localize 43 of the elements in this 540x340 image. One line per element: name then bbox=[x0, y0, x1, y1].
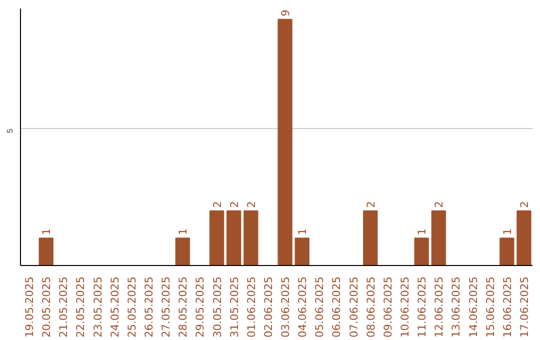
x-tick-label: 01.06.2025 bbox=[244, 276, 258, 338]
x-tick-label: 23.05.2025 bbox=[91, 276, 104, 338]
x-tick-label: 09.06.2025 bbox=[381, 276, 394, 338]
x-tick-label: 22.05.2025 bbox=[74, 276, 88, 338]
data-label: 1 bbox=[296, 228, 310, 236]
x-tick-label: 29.05.2025 bbox=[194, 276, 207, 338]
x-tick-label: 16.06.2025 bbox=[500, 276, 514, 338]
data-label: 2 bbox=[432, 201, 446, 208]
y-tick-label: 5 bbox=[6, 128, 14, 134]
x-tick-label: 02.06.2025 bbox=[262, 276, 275, 338]
data-label: 2 bbox=[364, 201, 378, 208]
x-tick-label: 31.05.2025 bbox=[228, 276, 241, 338]
x-tick-label: 27.05.2025 bbox=[160, 276, 173, 338]
x-tick-label: 11.06.2025 bbox=[416, 276, 429, 338]
x-tick-label: 04.06.2025 bbox=[296, 276, 310, 338]
x-tick-label: 15.06.2025 bbox=[484, 276, 497, 338]
x-tick-label: 13.06.2025 bbox=[450, 276, 463, 338]
x-tick-label: 24.05.2025 bbox=[108, 276, 122, 338]
x-tick-label: 30.05.2025 bbox=[210, 276, 224, 338]
x-tick-label: 03.06.2025 bbox=[279, 276, 292, 338]
x-tick-label: 06.06.2025 bbox=[330, 276, 344, 338]
x-tick-label: 19.05.2025 bbox=[23, 276, 36, 338]
x-tick-label: 20.05.2025 bbox=[40, 276, 54, 338]
data-label: 2 bbox=[244, 201, 258, 208]
data-label: 1 bbox=[176, 228, 190, 236]
data-label: 2 bbox=[210, 201, 224, 208]
data-label: 1 bbox=[40, 228, 54, 236]
x-tick-label: 05.06.2025 bbox=[313, 276, 326, 338]
data-label: 2 bbox=[228, 201, 241, 208]
x-tick-label: 28.05.2025 bbox=[176, 276, 190, 338]
x-tick-label: 14.06.2025 bbox=[466, 276, 480, 338]
data-label: 1 bbox=[416, 228, 429, 236]
data-label: 9 bbox=[279, 9, 292, 16]
x-tick-label: 10.06.2025 bbox=[398, 276, 412, 338]
x-tick-label: 17.06.2025 bbox=[518, 276, 531, 338]
data-label: 2 bbox=[518, 201, 531, 208]
x-tick-label: 25.05.2025 bbox=[125, 276, 138, 338]
data-label: 1 bbox=[500, 228, 514, 236]
x-tick-label: 21.05.2025 bbox=[57, 276, 70, 338]
x-tick-label: 07.06.2025 bbox=[347, 276, 360, 338]
x-tick-label: 26.05.2025 bbox=[142, 276, 156, 338]
x-tick-label: 12.06.2025 bbox=[432, 276, 446, 338]
x-tick-label: 08.06.2025 bbox=[364, 276, 378, 338]
